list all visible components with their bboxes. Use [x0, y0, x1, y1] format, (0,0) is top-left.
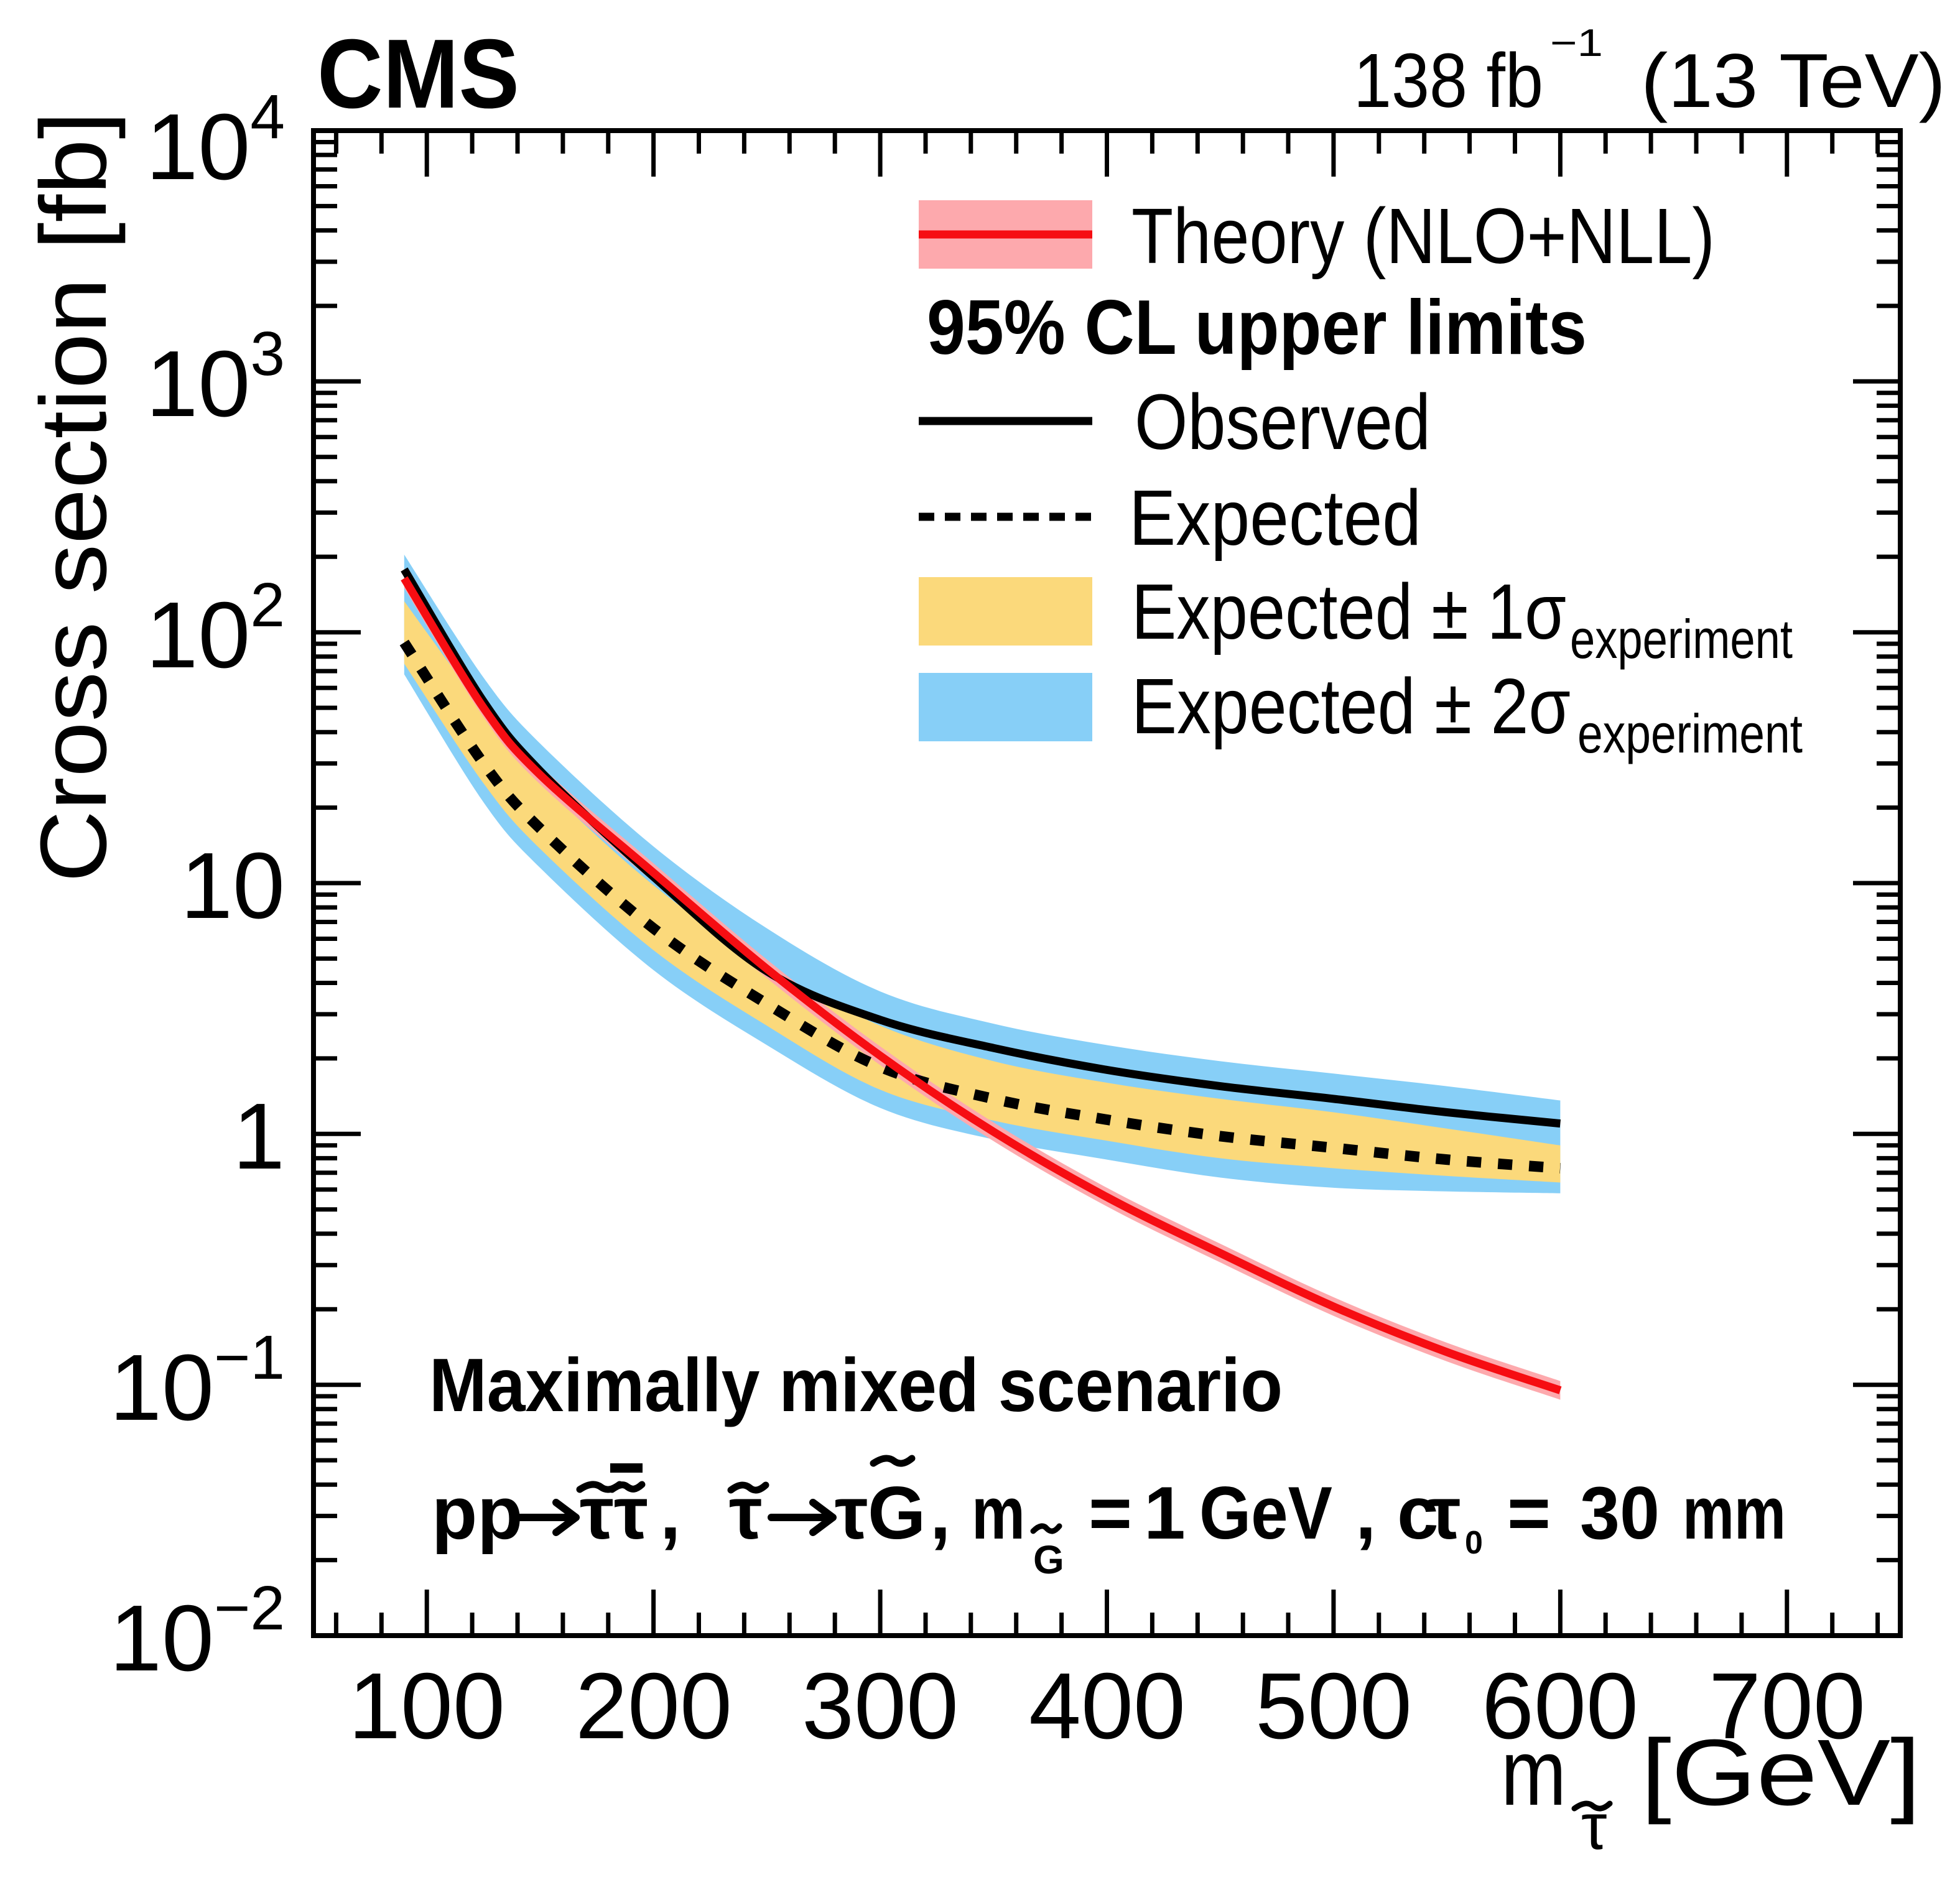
- svg-text:30: 30: [1580, 1471, 1660, 1555]
- svg-text:100: 100: [348, 1653, 505, 1758]
- svg-text:Maximally mixed scenario: Maximally mixed scenario: [429, 1343, 1283, 1427]
- svg-text:500: 500: [1255, 1653, 1412, 1758]
- svg-text:300: 300: [802, 1653, 959, 1758]
- svg-text:G: G: [1033, 1537, 1064, 1582]
- svg-text:Expected ± 2σ: Expected ± 2σ: [1131, 662, 1571, 750]
- svg-text:1: 1: [233, 1083, 285, 1188]
- svg-text:τ: τ: [1428, 1471, 1461, 1555]
- svg-text:=: =: [1507, 1471, 1551, 1555]
- svg-text:m: m: [1501, 1720, 1566, 1825]
- svg-text:pp: pp: [432, 1471, 523, 1555]
- svg-text:200: 200: [575, 1653, 732, 1758]
- svg-text:τ: τ: [835, 1471, 868, 1555]
- svg-text:(13 TeV): (13 TeV): [1641, 39, 1946, 124]
- svg-text:=: =: [1089, 1471, 1132, 1555]
- svg-text:,: ,: [1355, 1471, 1376, 1555]
- svg-text:700: 700: [1709, 1653, 1865, 1758]
- svg-text:1: 1: [1144, 1471, 1186, 1555]
- svg-text:m: m: [972, 1471, 1025, 1555]
- svg-text:138 fb: 138 fb: [1354, 39, 1543, 124]
- svg-text:experiment: experiment: [1577, 703, 1803, 764]
- svg-text:Cross section [fb]: Cross section [fb]: [21, 111, 126, 882]
- svg-text:c: c: [1397, 1471, 1439, 1555]
- svg-text:GeV: GeV: [1199, 1471, 1332, 1555]
- svg-text:−1: −1: [1550, 22, 1603, 65]
- svg-text:95% CL upper limits: 95% CL upper limits: [927, 285, 1587, 371]
- svg-text:experiment: experiment: [1570, 608, 1793, 670]
- svg-text:Observed: Observed: [1135, 378, 1431, 466]
- svg-text:[GeV]: [GeV]: [1641, 1720, 1921, 1825]
- svg-text:10: 10: [180, 833, 285, 938]
- svg-text:,: ,: [930, 1471, 950, 1555]
- svg-text:600: 600: [1482, 1653, 1638, 1758]
- svg-text:mm: mm: [1683, 1471, 1786, 1555]
- svg-text:CMS: CMS: [317, 19, 519, 129]
- svg-text:Theory (NLO+NLL): Theory (NLO+NLL): [1131, 192, 1715, 280]
- svg-text:Expected ± 1σ: Expected ± 1σ: [1131, 568, 1566, 655]
- svg-text:0: 0: [1465, 1525, 1483, 1561]
- svg-text:,: ,: [660, 1471, 680, 1555]
- svg-text:Expected: Expected: [1129, 474, 1421, 562]
- svg-text:400: 400: [1029, 1653, 1186, 1758]
- svg-text:G: G: [868, 1471, 926, 1555]
